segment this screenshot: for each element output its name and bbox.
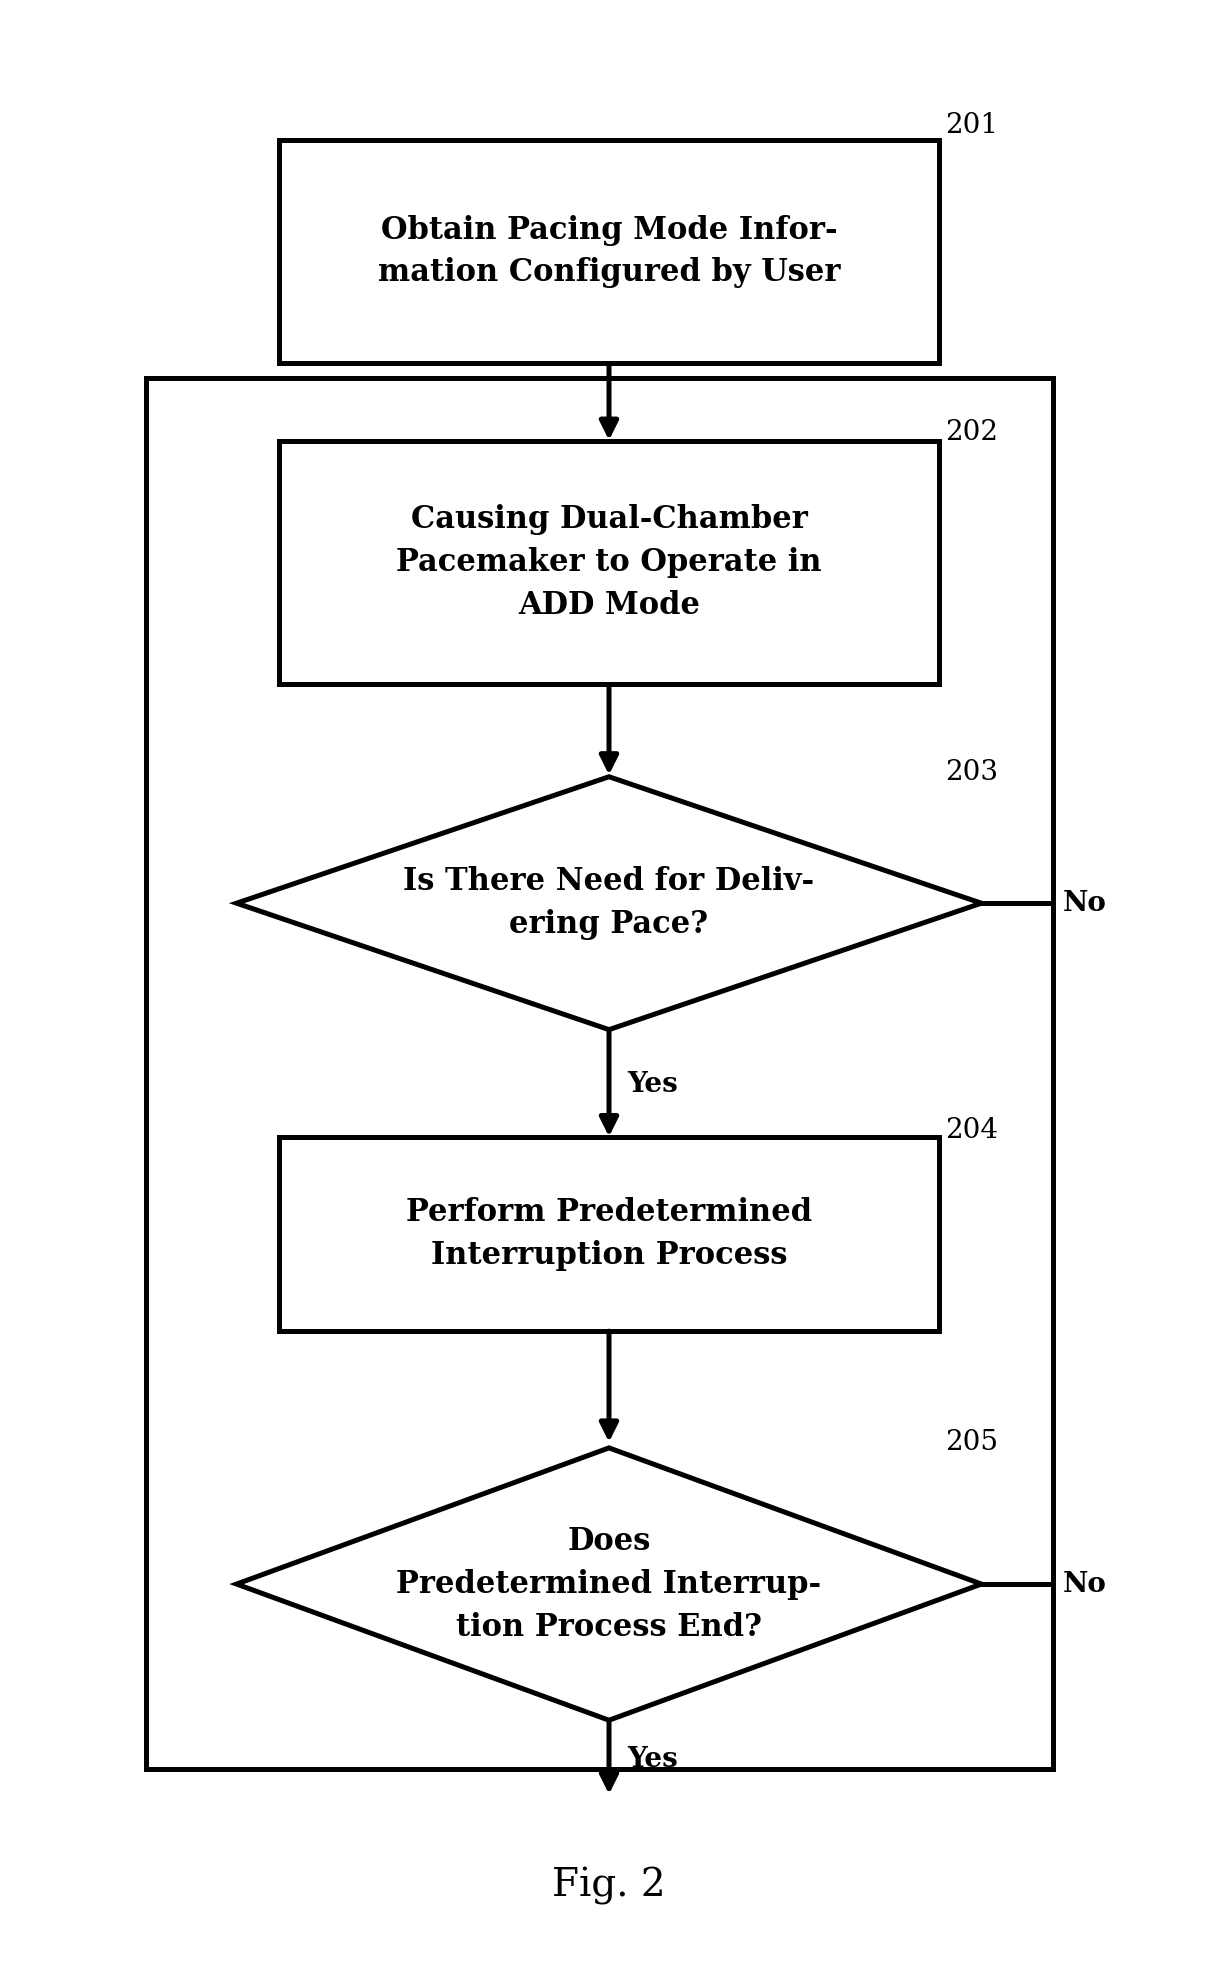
FancyBboxPatch shape — [279, 1136, 939, 1330]
Text: Fig. 2: Fig. 2 — [552, 1866, 666, 1905]
Text: 204: 204 — [945, 1116, 999, 1144]
Polygon shape — [236, 1448, 982, 1721]
Text: No: No — [1063, 1570, 1107, 1597]
Text: Yes: Yes — [627, 1071, 677, 1097]
FancyBboxPatch shape — [279, 139, 939, 363]
Text: Obtain Pacing Mode Infor-
mation Configured by User: Obtain Pacing Mode Infor- mation Configu… — [378, 214, 840, 288]
Polygon shape — [236, 777, 982, 1030]
Text: Is There Need for Deliv-
ering Pace?: Is There Need for Deliv- ering Pace? — [403, 865, 815, 940]
Text: Perform Predetermined
Interruption Process: Perform Predetermined Interruption Proce… — [406, 1197, 812, 1271]
Text: No: No — [1063, 889, 1107, 916]
Text: 202: 202 — [945, 420, 999, 445]
Text: Causing Dual-Chamber
Pacemaker to Operate in
ADD Mode: Causing Dual-Chamber Pacemaker to Operat… — [396, 504, 822, 622]
Text: 201: 201 — [945, 112, 999, 139]
Text: 203: 203 — [945, 759, 999, 787]
Text: 205: 205 — [945, 1428, 999, 1456]
Text: Yes: Yes — [627, 1746, 677, 1772]
Text: Does
Predetermined Interrup-
tion Process End?: Does Predetermined Interrup- tion Proces… — [396, 1526, 822, 1642]
FancyBboxPatch shape — [279, 441, 939, 685]
